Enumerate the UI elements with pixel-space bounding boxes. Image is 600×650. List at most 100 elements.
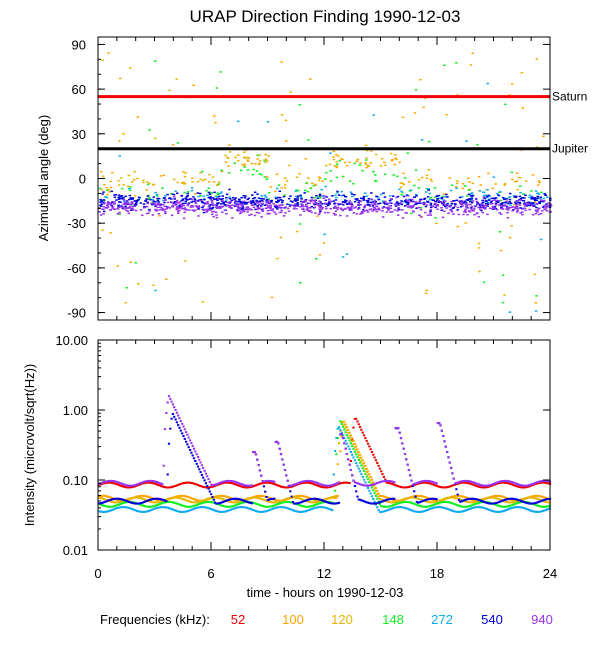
direction-point: [414, 169, 418, 171]
intensity-point: [179, 510, 182, 513]
direction-point: [192, 200, 195, 203]
intensity-point: [469, 507, 472, 510]
intensity-point: [156, 506, 159, 509]
intensity-point: [136, 510, 139, 512]
direction-point: [456, 225, 460, 228]
intensity-point: [522, 484, 525, 487]
direction-point: [157, 203, 160, 205]
direction-point: [185, 209, 189, 211]
direction-point: [417, 187, 420, 189]
direction-point: [535, 58, 539, 60]
intensity-point: [314, 506, 317, 509]
intensity-point: [496, 497, 499, 500]
intensity-point: [471, 497, 474, 500]
intensity-point: [448, 508, 451, 511]
intensity-point: [256, 483, 259, 486]
intensity-point: [311, 497, 314, 500]
direction-point: [228, 202, 231, 204]
intensity-point: [107, 499, 110, 502]
direction-point: [416, 206, 419, 209]
intensity-point: [248, 497, 251, 500]
intensity-point: [454, 482, 457, 485]
intensity-point: [336, 463, 339, 466]
direction-point: [336, 163, 339, 166]
intensity-point: [444, 500, 447, 503]
direction-point: [493, 207, 496, 209]
direction-point: [134, 262, 137, 264]
direction-point: [255, 201, 258, 203]
direction-point: [260, 195, 264, 197]
direction-point: [460, 196, 464, 198]
intensity-point: [220, 510, 223, 513]
intensity-point: [326, 507, 329, 510]
intensity-point: [434, 506, 437, 509]
direction-point: [346, 206, 349, 209]
direction-point: [425, 188, 429, 190]
direction-point: [166, 193, 169, 196]
intensity-point: [182, 504, 185, 507]
intensity-point: [359, 498, 362, 501]
direction-point: [186, 199, 189, 201]
intensity-point: [252, 509, 255, 512]
direction-point: [473, 207, 476, 210]
intensity-point: [117, 481, 120, 484]
intensity-point: [206, 484, 209, 487]
intensity-point: [526, 502, 529, 505]
intensity-point: [341, 434, 345, 437]
intensity-point: [440, 429, 443, 432]
direction-point: [456, 180, 459, 182]
direction-point: [179, 207, 183, 209]
intensity-point: [336, 502, 339, 505]
direction-point: [233, 162, 236, 164]
direction-point: [205, 202, 209, 204]
intensity-point: [198, 484, 201, 487]
intensity-point: [322, 506, 325, 509]
intensity-point: [331, 485, 334, 488]
direction-point: [223, 209, 227, 211]
direction-point: [430, 180, 433, 182]
direction-point: [269, 204, 272, 207]
direction-point: [354, 198, 357, 200]
intensity-point: [395, 506, 399, 509]
intensity-point: [158, 498, 161, 500]
intensity-point: [115, 483, 118, 485]
intensity-point: [361, 499, 364, 502]
direction-point: [485, 195, 489, 198]
intensity-point: [472, 499, 475, 502]
direction-point: [146, 202, 149, 205]
intensity-point: [460, 510, 463, 513]
intensity-point: [543, 509, 546, 512]
intensity-point: [281, 506, 284, 509]
direction-point: [269, 206, 273, 208]
intensity-point: [266, 479, 269, 482]
direction-point: [337, 194, 341, 196]
intensity-point: [132, 508, 135, 511]
direction-point: [104, 196, 107, 198]
intensity-point: [411, 502, 414, 505]
intensity-point: [161, 483, 164, 486]
intensity-point: [421, 495, 424, 498]
intensity-point: [374, 494, 378, 497]
direction-point: [281, 204, 284, 206]
direction-point: [392, 174, 395, 176]
direction-point: [201, 170, 204, 173]
direction-point: [166, 201, 170, 204]
intensity-point: [113, 507, 116, 510]
direction-point: [467, 203, 470, 206]
intensity-point: [314, 501, 317, 504]
intensity-point: [364, 481, 367, 484]
direction-point: [531, 214, 535, 216]
intensity-point: [366, 470, 370, 473]
intensity-point: [535, 501, 538, 504]
direction-point: [433, 187, 437, 189]
direction-point: [129, 261, 132, 263]
intensity-point: [125, 498, 128, 501]
direction-point: [251, 204, 254, 206]
intensity-point: [442, 435, 445, 437]
intensity-point: [481, 500, 484, 503]
intensity-point: [508, 497, 511, 500]
intensity-point: [202, 467, 205, 469]
direction-point: [116, 213, 120, 215]
direction-point: [359, 204, 362, 206]
intensity-point: [229, 480, 232, 482]
